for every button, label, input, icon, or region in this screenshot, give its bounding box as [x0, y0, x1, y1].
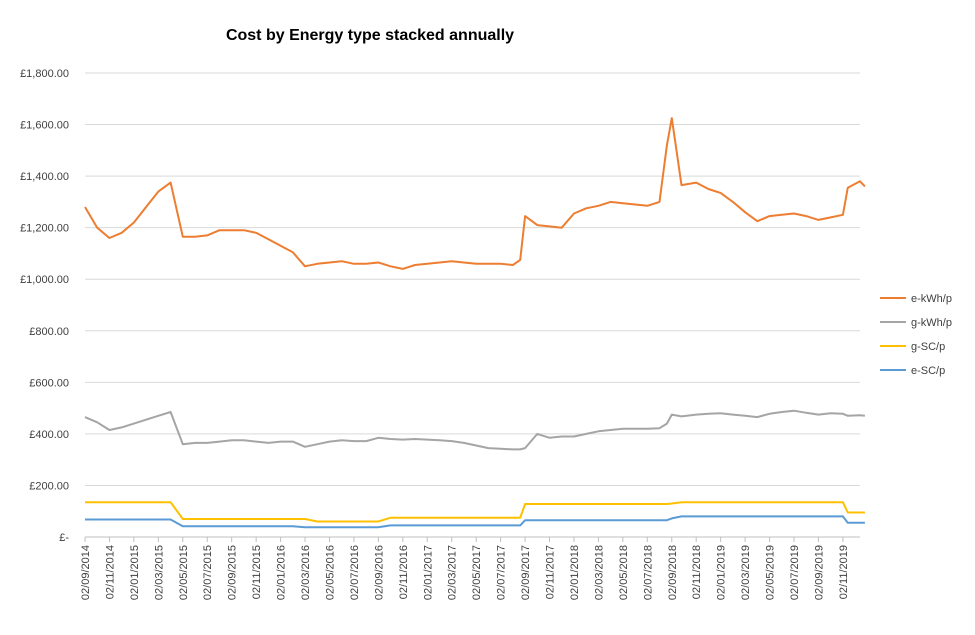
y-tick-label: £1,000.00 [20, 274, 69, 286]
x-tick-label: 02/07/2019 [789, 545, 801, 600]
y-tick-label: £200.00 [29, 480, 69, 492]
x-tick-label: 02/03/2019 [740, 545, 752, 600]
x-axis-tick-labels: 02/09/2014 02/11/2014 02/01/2015 02/03/2015… [80, 545, 850, 600]
series-lines [84, 117, 866, 529]
x-tick-label: 02/07/2017 [496, 545, 508, 600]
y-tick-label: £1,200.00 [20, 223, 69, 235]
legend-label: g-kWh/p [911, 317, 952, 329]
series-line-2 [85, 501, 865, 523]
y-tick-label: £600.00 [29, 377, 69, 389]
gridlines [85, 72, 860, 538]
legend: e-kWh/p g-kWh/p g-SC/p e-SC/p [880, 293, 952, 377]
x-tick-label: 02/09/2017 [520, 545, 532, 600]
x-tick-label: 02/05/2019 [765, 545, 777, 600]
x-tick-label: 02/01/2018 [569, 545, 581, 600]
x-tick-label: 02/11/2017 [545, 545, 557, 599]
legend-label: e-kWh/p [911, 293, 952, 305]
series-line-1 [84, 409, 866, 451]
y-tick-label: £1,800.00 [20, 68, 69, 80]
x-tick-label: 02/01/2016 [276, 545, 288, 600]
x-tick-label: 02/09/2016 [373, 545, 385, 600]
y-axis-tick-labels: £- £200.00 £400.00 £600.00 £800.00 £1,000.00 £… [20, 68, 69, 544]
x-tick-label: 02/07/2015 [202, 545, 214, 600]
x-tick-label: 02/11/2019 [838, 545, 850, 599]
y-tick-label: £1,600.00 [20, 120, 69, 132]
x-tick-label: 02/03/2015 [153, 545, 165, 600]
x-tick-label: 02/11/2016 [398, 545, 410, 599]
chart-title: Cost by Energy type stacked annually [226, 27, 514, 44]
x-tick-label: 02/01/2015 [129, 545, 141, 600]
x-tick-label: 02/07/2018 [642, 545, 654, 600]
y-tick-label: £400.00 [29, 429, 69, 441]
legend-label: e-SC/p [911, 365, 945, 377]
x-tick-label: 02/11/2015 [251, 545, 263, 599]
x-tick-label: 02/09/2014 [80, 545, 92, 600]
x-tick-label: 02/11/2018 [691, 545, 703, 599]
x-tick-label: 02/03/2018 [593, 545, 605, 600]
x-tick-label: 02/09/2015 [227, 545, 239, 600]
legend-label: g-SC/p [911, 341, 945, 353]
x-tick-label: 02/09/2019 [813, 545, 825, 600]
x-tick-label: 02/09/2018 [667, 545, 679, 600]
y-tick-label: £- [59, 532, 69, 544]
x-tick-label: 02/05/2016 [324, 545, 336, 600]
x-tick-label: 02/05/2018 [618, 545, 630, 600]
x-tick-label: 02/01/2019 [716, 545, 728, 600]
series-line-3 [85, 515, 865, 529]
x-tick-label: 02/01/2017 [422, 545, 434, 600]
x-tick-label: 02/11/2014 [104, 545, 116, 599]
x-tick-label: 02/05/2015 [178, 545, 190, 600]
y-tick-label: £800.00 [29, 326, 69, 338]
x-axis [84, 536, 860, 542]
x-tick-label: 02/03/2016 [300, 545, 312, 600]
y-tick-label: £1,400.00 [20, 171, 69, 183]
x-tick-label: 02/03/2017 [447, 545, 459, 600]
x-tick-label: 02/05/2017 [471, 545, 483, 600]
x-tick-label: 02/07/2016 [349, 545, 361, 600]
series-line-0 [84, 117, 866, 270]
